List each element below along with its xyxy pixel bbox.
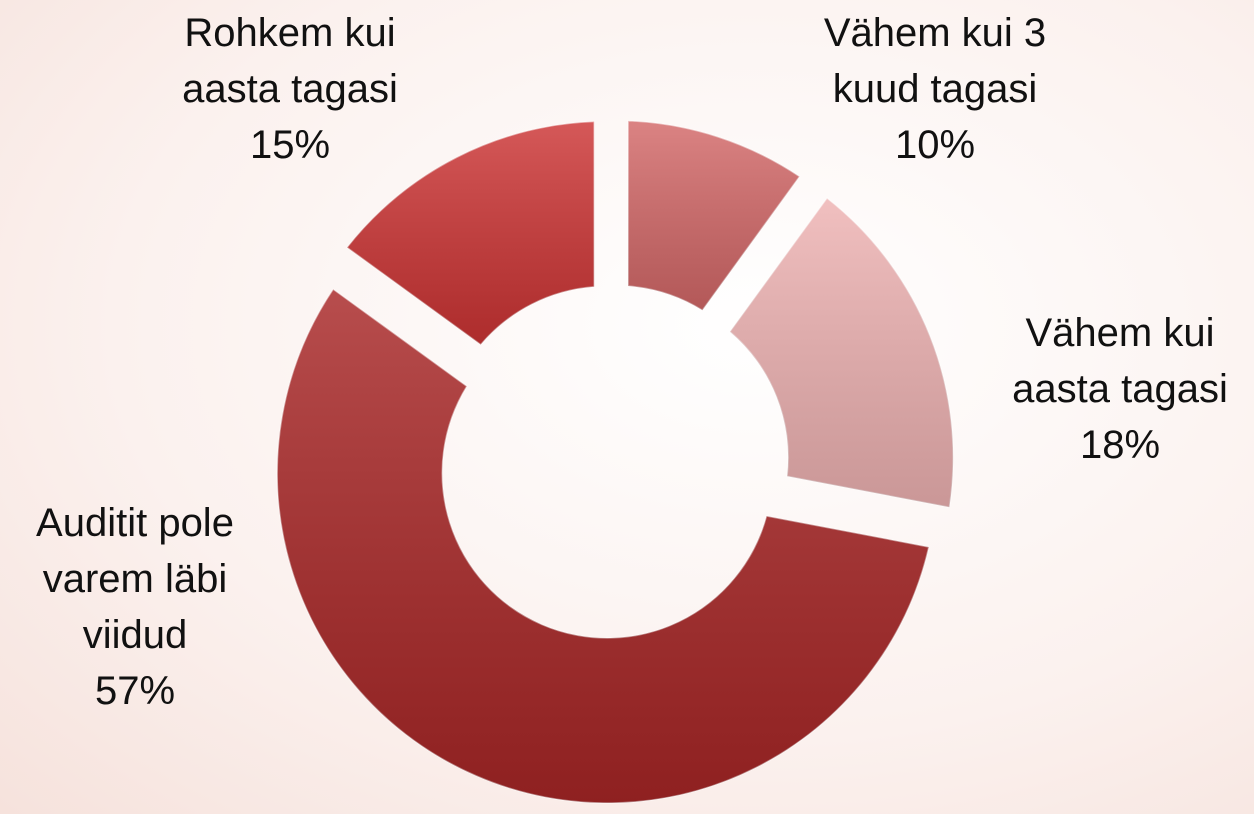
slice-label: Vähem kui aasta tagasi 18% (975, 305, 1254, 473)
donut-slice (728, 196, 954, 509)
category-label: Auditit pole varem läbi viidud (36, 501, 234, 657)
slice-label: Rohkem kui aasta tagasi 15% (145, 5, 435, 173)
value-label: 15% (249, 123, 331, 167)
slice-label: Vähem kui 3 kuud tagasi 10% (790, 5, 1080, 173)
category-label: Vähem kui 3 kuud tagasi (823, 11, 1047, 111)
value-label: 57% (94, 669, 176, 713)
slice-label: Auditit pole varem läbi viidud 57% (0, 495, 280, 719)
value-label: 18% (1079, 423, 1161, 467)
value-label: 10% (894, 123, 976, 167)
category-label: Rohkem kui aasta tagasi (182, 11, 398, 111)
category-label: Vähem kui aasta tagasi (1012, 311, 1228, 411)
